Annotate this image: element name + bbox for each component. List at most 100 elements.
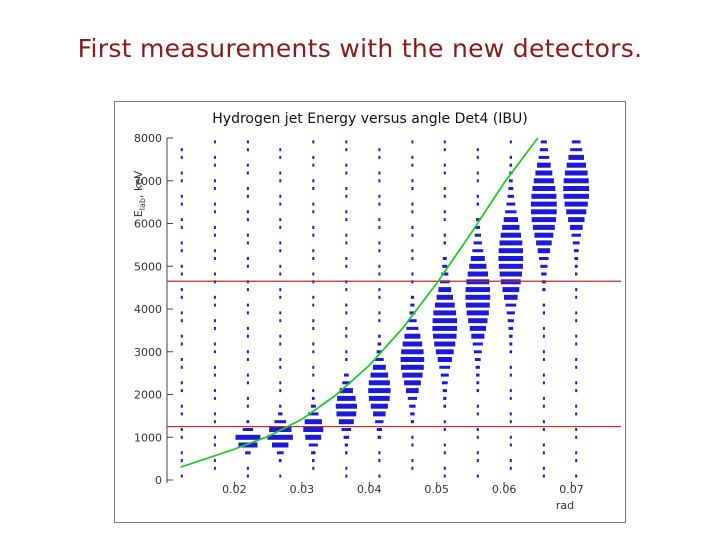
histogram-cell: [432, 325, 458, 331]
histogram-cell: [542, 288, 546, 292]
histogram-cell: [564, 170, 588, 176]
histogram-cell: [440, 373, 449, 377]
histogram-cell: [246, 420, 250, 424]
histogram-cell: [213, 249, 216, 253]
x-tick-label: 0.06: [492, 483, 517, 496]
histogram-cell: [443, 171, 446, 175]
histogram-cell: [305, 434, 322, 440]
histogram-cell: [213, 295, 216, 299]
histogram-cell: [542, 350, 545, 354]
histogram-cell: [411, 179, 414, 183]
histogram-cell: [411, 257, 414, 260]
histogram-cell: [437, 357, 452, 362]
histogram-cell: [541, 272, 547, 276]
histogram-cell: [443, 428, 446, 431]
histogram-cell: [574, 257, 579, 260]
histogram-cell: [504, 294, 518, 300]
histogram-cell: [400, 357, 425, 362]
histogram-cell: [509, 420, 512, 424]
histogram-cell: [345, 187, 348, 190]
chart-title: Hydrogen jet Energy versus angle Det4 (I…: [212, 111, 527, 127]
histogram-cell: [180, 412, 183, 416]
x-axis-label: rad: [556, 499, 574, 512]
histogram-cell: [279, 319, 282, 323]
histogram-cell: [312, 179, 315, 183]
histogram-cell: [338, 419, 354, 425]
histogram-cell: [335, 403, 357, 409]
histogram-cell: [536, 240, 552, 246]
histogram-cell: [443, 474, 446, 478]
histogram-cell: [378, 155, 381, 159]
histogram-cell: [180, 179, 183, 183]
histogram-cell: [311, 451, 316, 455]
histogram-cell: [575, 295, 578, 299]
histogram-cell: [411, 233, 414, 237]
histogram-cell: [410, 420, 414, 424]
histogram-cell: [279, 474, 282, 478]
histogram-cell: [542, 334, 545, 338]
histogram-cell: [571, 233, 581, 237]
histogram-cell: [509, 334, 513, 338]
histogram-cell: [279, 218, 282, 222]
histogram-cell: [180, 319, 183, 323]
histogram-cell: [509, 412, 512, 416]
histogram-cell: [246, 163, 249, 167]
histogram-cell: [378, 179, 381, 183]
histogram-cell: [213, 303, 216, 307]
histogram-cell: [344, 443, 348, 447]
histogram-cell: [540, 140, 547, 144]
histogram-cell: [279, 249, 282, 253]
histogram-cell: [180, 148, 183, 152]
histogram-cell: [308, 443, 318, 447]
histogram-cell: [411, 155, 414, 159]
histogram-cell: [404, 380, 421, 386]
histogram-cell: [502, 224, 520, 230]
histogram-cell: [303, 427, 324, 432]
histogram-cell: [570, 148, 583, 152]
histogram-cell: [180, 358, 183, 361]
histogram-cell: [345, 218, 348, 222]
histogram-cell: [378, 194, 381, 198]
histogram-cell: [246, 148, 249, 152]
histogram-cell: [180, 334, 183, 338]
histogram-cell: [434, 341, 456, 347]
histogram-cell: [375, 420, 384, 424]
histogram-cell: [304, 419, 322, 425]
histogram-cell: [345, 311, 348, 315]
histogram-cell: [341, 428, 352, 431]
histogram-cell: [406, 388, 419, 394]
histogram-cells: [180, 140, 590, 478]
histogram-cell: [246, 264, 249, 268]
histogram-cell: [312, 210, 315, 214]
histogram-cell: [476, 218, 480, 222]
histogram-cell: [279, 155, 282, 159]
histogram-cell: [411, 163, 414, 167]
histogram-cell: [441, 381, 448, 385]
histogram-cell: [443, 466, 446, 470]
histogram-cell: [506, 311, 515, 315]
histogram-cell: [474, 233, 481, 237]
histogram-cell: [213, 342, 216, 346]
histogram-cell: [539, 148, 548, 152]
histogram-cell: [441, 272, 449, 276]
histogram-cell: [542, 396, 545, 400]
histogram-cell: [506, 202, 516, 206]
histogram-cell: [378, 202, 381, 206]
y-tick-label: 2000: [134, 389, 162, 402]
histogram-cell: [569, 224, 583, 230]
histogram-cell: [443, 140, 446, 144]
reference-lines: [167, 280, 621, 428]
histogram-cell: [443, 210, 446, 214]
histogram-cell: [411, 459, 414, 463]
histogram-cell: [411, 225, 414, 229]
histogram-cell: [213, 202, 216, 206]
histogram-cell: [542, 443, 545, 447]
histogram-cell: [432, 318, 457, 324]
histogram-cell: [443, 218, 446, 222]
histogram-cell: [575, 288, 578, 292]
histogram-cell: [476, 202, 480, 206]
histogram-cell: [312, 257, 315, 260]
histogram-cell: [378, 225, 381, 229]
histogram-cell: [345, 451, 348, 455]
histogram-cell: [402, 372, 423, 378]
